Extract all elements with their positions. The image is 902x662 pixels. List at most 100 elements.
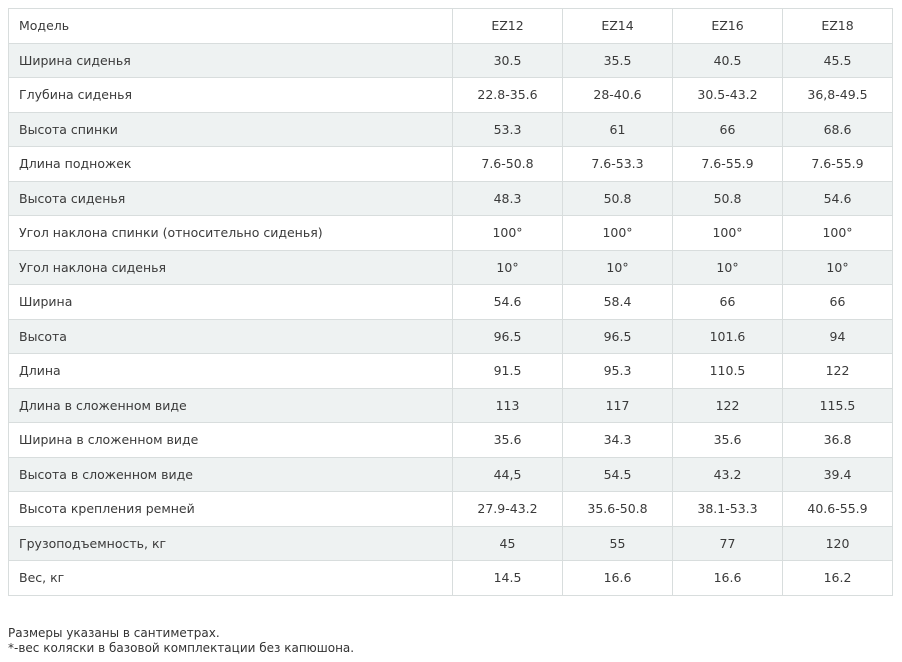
row-label: Высота сиденья bbox=[8, 180, 453, 216]
table-row: Высота 96.5 96.5 101.6 94 bbox=[8, 318, 893, 354]
cell: 94 bbox=[782, 318, 893, 354]
cell: 38.1-53.3 bbox=[672, 491, 783, 527]
notes: Размеры указаны в сантиметрах. *-вес кол… bbox=[8, 626, 354, 656]
cell: 40.6-55.9 bbox=[782, 491, 893, 527]
cell: 54.6 bbox=[452, 284, 563, 320]
cell: 117 bbox=[562, 387, 673, 423]
cell: 66 bbox=[672, 111, 783, 147]
table-row: Высота сиденья 48.3 50.8 50.8 54.6 bbox=[8, 180, 893, 216]
row-label: Длина в сложенном виде bbox=[8, 387, 453, 423]
cell: 22.8-35.6 bbox=[452, 77, 563, 113]
table-row: Длина 91.5 95.3 110.5 122 bbox=[8, 353, 893, 389]
cell: 50.8 bbox=[672, 180, 783, 216]
cell: 28-40.6 bbox=[562, 77, 673, 113]
cell: 36,8-49.5 bbox=[782, 77, 893, 113]
cell: 10° bbox=[562, 249, 673, 285]
cell: 66 bbox=[782, 284, 893, 320]
cell: 100° bbox=[782, 215, 893, 251]
cell: 100° bbox=[452, 215, 563, 251]
cell: 10° bbox=[672, 249, 783, 285]
cell: 100° bbox=[562, 215, 673, 251]
row-label: Модель bbox=[8, 8, 453, 44]
cell: 113 bbox=[452, 387, 563, 423]
cell: 54.5 bbox=[562, 456, 673, 492]
table-row: Высота крепления ремней 27.9-43.2 35.6-50.… bbox=[8, 491, 893, 527]
spec-table: Модель EZ12 EZ14 EZ16 EZ18 Ширина сиденья 30.5… bbox=[8, 8, 893, 596]
cell: 61 bbox=[562, 111, 673, 147]
cell: 16.6 bbox=[562, 560, 673, 596]
table-row: Угол наклона спинки (относительно сидень… bbox=[8, 215, 893, 251]
cell: 66 bbox=[672, 284, 783, 320]
row-label: Угол наклона сиденья bbox=[8, 249, 453, 285]
cell: 16.6 bbox=[672, 560, 783, 596]
row-label: Длина bbox=[8, 353, 453, 389]
row-label: Вес, кг bbox=[8, 560, 453, 596]
cell: 30.5 bbox=[452, 42, 563, 78]
table-row: Глубина сиденья 22.8-35.6 28-40.6 30.5-43.2… bbox=[8, 77, 893, 113]
cell: 40.5 bbox=[672, 42, 783, 78]
cell: 122 bbox=[782, 353, 893, 389]
row-label: Ширина bbox=[8, 284, 453, 320]
cell: 16.2 bbox=[782, 560, 893, 596]
cell: 115.5 bbox=[782, 387, 893, 423]
cell: 48.3 bbox=[452, 180, 563, 216]
row-label: Ширина в сложенном виде bbox=[8, 422, 453, 458]
cell: 27.9-43.2 bbox=[452, 491, 563, 527]
cell: 30.5-43.2 bbox=[672, 77, 783, 113]
row-label: Грузоподъемность, кг bbox=[8, 525, 453, 561]
cell: EZ12 bbox=[452, 8, 563, 44]
table-row: Ширина в сложенном виде 35.6 34.3 35.6 36.8 bbox=[8, 422, 893, 458]
table-row: Ширина 54.6 58.4 66 66 bbox=[8, 284, 893, 320]
cell: 50.8 bbox=[562, 180, 673, 216]
cell: 36.8 bbox=[782, 422, 893, 458]
cell: EZ16 bbox=[672, 8, 783, 44]
cell: 7.6-55.9 bbox=[782, 146, 893, 182]
cell: 58.4 bbox=[562, 284, 673, 320]
cell: 55 bbox=[562, 525, 673, 561]
table-row: Угол наклона сиденья 10° 10° 10° 10° bbox=[8, 249, 893, 285]
cell: 122 bbox=[672, 387, 783, 423]
row-label: Глубина сиденья bbox=[8, 77, 453, 113]
cell: 35.6-50.8 bbox=[562, 491, 673, 527]
cell: 45 bbox=[452, 525, 563, 561]
table-row: Высота спинки 53.3 61 66 68.6 bbox=[8, 111, 893, 147]
row-label: Высота крепления ремней bbox=[8, 491, 453, 527]
cell: EZ18 bbox=[782, 8, 893, 44]
cell: 7.6-55.9 bbox=[672, 146, 783, 182]
cell: 96.5 bbox=[452, 318, 563, 354]
cell: 53.3 bbox=[452, 111, 563, 147]
table-row: Длина подножек 7.6-50.8 7.6-53.3 7.6-55.9 7.… bbox=[8, 146, 893, 182]
cell: 110.5 bbox=[672, 353, 783, 389]
cell: 77 bbox=[672, 525, 783, 561]
cell: 35.5 bbox=[562, 42, 673, 78]
cell: 39.4 bbox=[782, 456, 893, 492]
cell: 45.5 bbox=[782, 42, 893, 78]
cell: 100° bbox=[672, 215, 783, 251]
table-row: Грузоподъемность, кг 45 55 77 120 bbox=[8, 525, 893, 561]
cell: EZ14 bbox=[562, 8, 673, 44]
cell: 35.6 bbox=[672, 422, 783, 458]
row-label: Ширина сиденья bbox=[8, 42, 453, 78]
cell: 91.5 bbox=[452, 353, 563, 389]
row-label: Длина подножек bbox=[8, 146, 453, 182]
cell: 95.3 bbox=[562, 353, 673, 389]
cell: 7.6-50.8 bbox=[452, 146, 563, 182]
cell: 10° bbox=[782, 249, 893, 285]
cell: 14.5 bbox=[452, 560, 563, 596]
cell: 43.2 bbox=[672, 456, 783, 492]
cell: 7.6-53.3 bbox=[562, 146, 673, 182]
header-row: Модель EZ12 EZ14 EZ16 EZ18 bbox=[8, 8, 893, 44]
table-row: Высота в сложенном виде 44,5 54.5 43.2 39.4 bbox=[8, 456, 893, 492]
table-row: Вес, кг 14.5 16.6 16.6 16.2 bbox=[8, 560, 893, 596]
row-label: Угол наклона спинки (относительно сидень… bbox=[8, 215, 453, 251]
cell: 96.5 bbox=[562, 318, 673, 354]
row-label: Высота bbox=[8, 318, 453, 354]
row-label: Высота в сложенном виде bbox=[8, 456, 453, 492]
cell: 44,5 bbox=[452, 456, 563, 492]
cell: 35.6 bbox=[452, 422, 563, 458]
cell: 54.6 bbox=[782, 180, 893, 216]
table-row: Ширина сиденья 30.5 35.5 40.5 45.5 bbox=[8, 42, 893, 78]
note: *-вес коляски в базовой комплектации без… bbox=[8, 641, 355, 655]
cell: 10° bbox=[452, 249, 563, 285]
